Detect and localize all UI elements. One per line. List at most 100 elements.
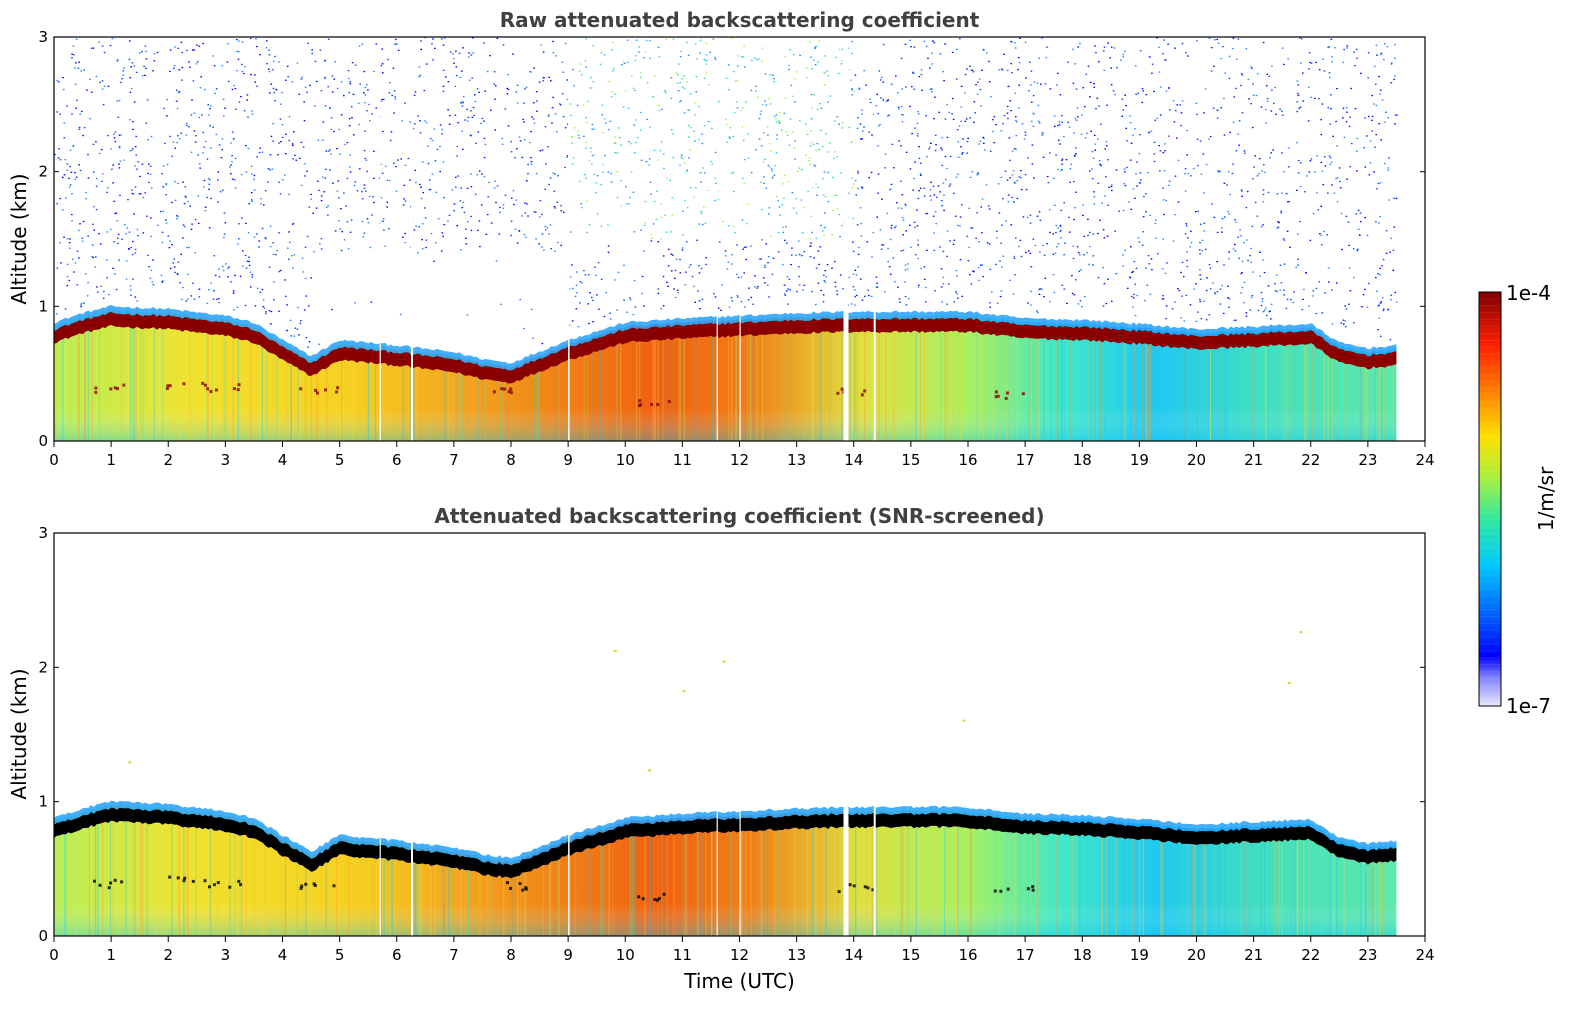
noise-pixel (823, 280, 826, 282)
streak (1150, 336, 1152, 441)
noise-pixel (135, 71, 138, 73)
layer-mark (638, 399, 642, 403)
noise-pixel (373, 70, 375, 73)
noise-pixel (1105, 176, 1107, 178)
layer-mark (507, 390, 511, 394)
noise-pixel (626, 39, 629, 41)
noise-pixel (1012, 170, 1015, 172)
noise-pixel (210, 147, 212, 149)
noise-pixel (1355, 213, 1358, 215)
noise-pixel (638, 51, 640, 53)
noise-pixel (815, 303, 817, 306)
noise-pixel (1323, 156, 1326, 158)
noise-pixel (1069, 168, 1072, 170)
streak (1297, 831, 1299, 936)
noise-pixel (920, 267, 922, 270)
noise-pixel (658, 56, 661, 58)
noise-pixel (822, 301, 825, 303)
noise-pixel (114, 140, 117, 143)
noise-pixel (842, 288, 844, 290)
noise-pixel (1253, 166, 1255, 168)
noise-pixel (199, 87, 202, 89)
streak (661, 827, 663, 936)
noise-pixel (1228, 298, 1231, 300)
noise-pixel (160, 210, 162, 213)
noise-pixel (1382, 310, 1385, 312)
noise-pixel (1243, 302, 1245, 304)
noise-pixel (997, 183, 1000, 185)
noise-pixel (788, 144, 791, 146)
streak (1145, 336, 1147, 441)
noise-pixel (1045, 56, 1047, 59)
noise-pixel (145, 122, 147, 124)
noise-pixel (794, 158, 796, 160)
noise-pixel (733, 190, 735, 193)
noise-pixel (476, 88, 479, 90)
streak (906, 819, 908, 936)
streak (1294, 336, 1296, 441)
noise-pixel (854, 289, 856, 291)
noise-pixel (1262, 41, 1265, 44)
noise-pixel (147, 254, 149, 257)
streak (855, 819, 857, 936)
streak (785, 325, 787, 441)
noise-pixel (516, 148, 518, 150)
noise-pixel (608, 80, 610, 83)
noise-pixel (554, 207, 556, 209)
noise-pixel (759, 113, 762, 115)
noise-pixel (236, 306, 239, 308)
noise-pixel (273, 92, 276, 94)
noise-pixel (1256, 215, 1259, 217)
streak (1211, 340, 1213, 441)
noise-pixel (1321, 170, 1324, 172)
noise-pixel (259, 54, 261, 56)
noise-pixel (786, 134, 789, 136)
noise-pixel (1159, 150, 1162, 152)
noise-pixel (1015, 119, 1017, 122)
noise-pixel (551, 107, 554, 109)
noise-pixel (1296, 189, 1298, 191)
noise-pixel (1336, 200, 1339, 203)
noise-pixel (702, 167, 704, 169)
noise-pixel (1073, 294, 1076, 296)
layer-mark (1021, 392, 1025, 396)
noise-pixel (661, 108, 663, 110)
noise-pixel (498, 233, 501, 235)
noise-pixel (952, 243, 955, 245)
noise-pixel (499, 206, 501, 209)
noise-pixel (187, 273, 189, 275)
noise-pixel (629, 196, 631, 199)
noise-pixel (1020, 188, 1023, 191)
noise-pixel (1308, 171, 1311, 173)
noise-pixel (877, 125, 880, 127)
noise-pixel (1208, 314, 1211, 316)
noise-pixel (554, 173, 556, 175)
streak (444, 858, 446, 936)
streak (524, 864, 526, 936)
streak (434, 857, 436, 936)
streak (452, 859, 454, 936)
noise-pixel (1089, 231, 1091, 234)
noise-pixel (909, 105, 911, 108)
noise-pixel (717, 198, 719, 201)
noise-pixel (1054, 125, 1056, 127)
noise-pixel (1181, 100, 1184, 102)
noise-pixel (187, 298, 189, 300)
noise-pixel (776, 134, 778, 136)
noise-pixel (941, 137, 943, 139)
noise-pixel (132, 121, 134, 123)
noise-pixel (287, 76, 289, 78)
noise-pixel (227, 43, 229, 45)
noise-pixel (306, 91, 308, 93)
noise-pixel (1074, 63, 1076, 65)
noise-pixel (693, 130, 695, 132)
noise-pixel (197, 154, 199, 156)
noise-pixel (121, 77, 123, 80)
noise-pixel (567, 155, 569, 157)
noise-pixel (401, 120, 403, 122)
noise-pixel (660, 216, 662, 218)
streak (140, 815, 142, 936)
noise-pixel (539, 150, 542, 152)
noise-pixel (969, 117, 971, 119)
noise-pixel (1083, 254, 1085, 256)
